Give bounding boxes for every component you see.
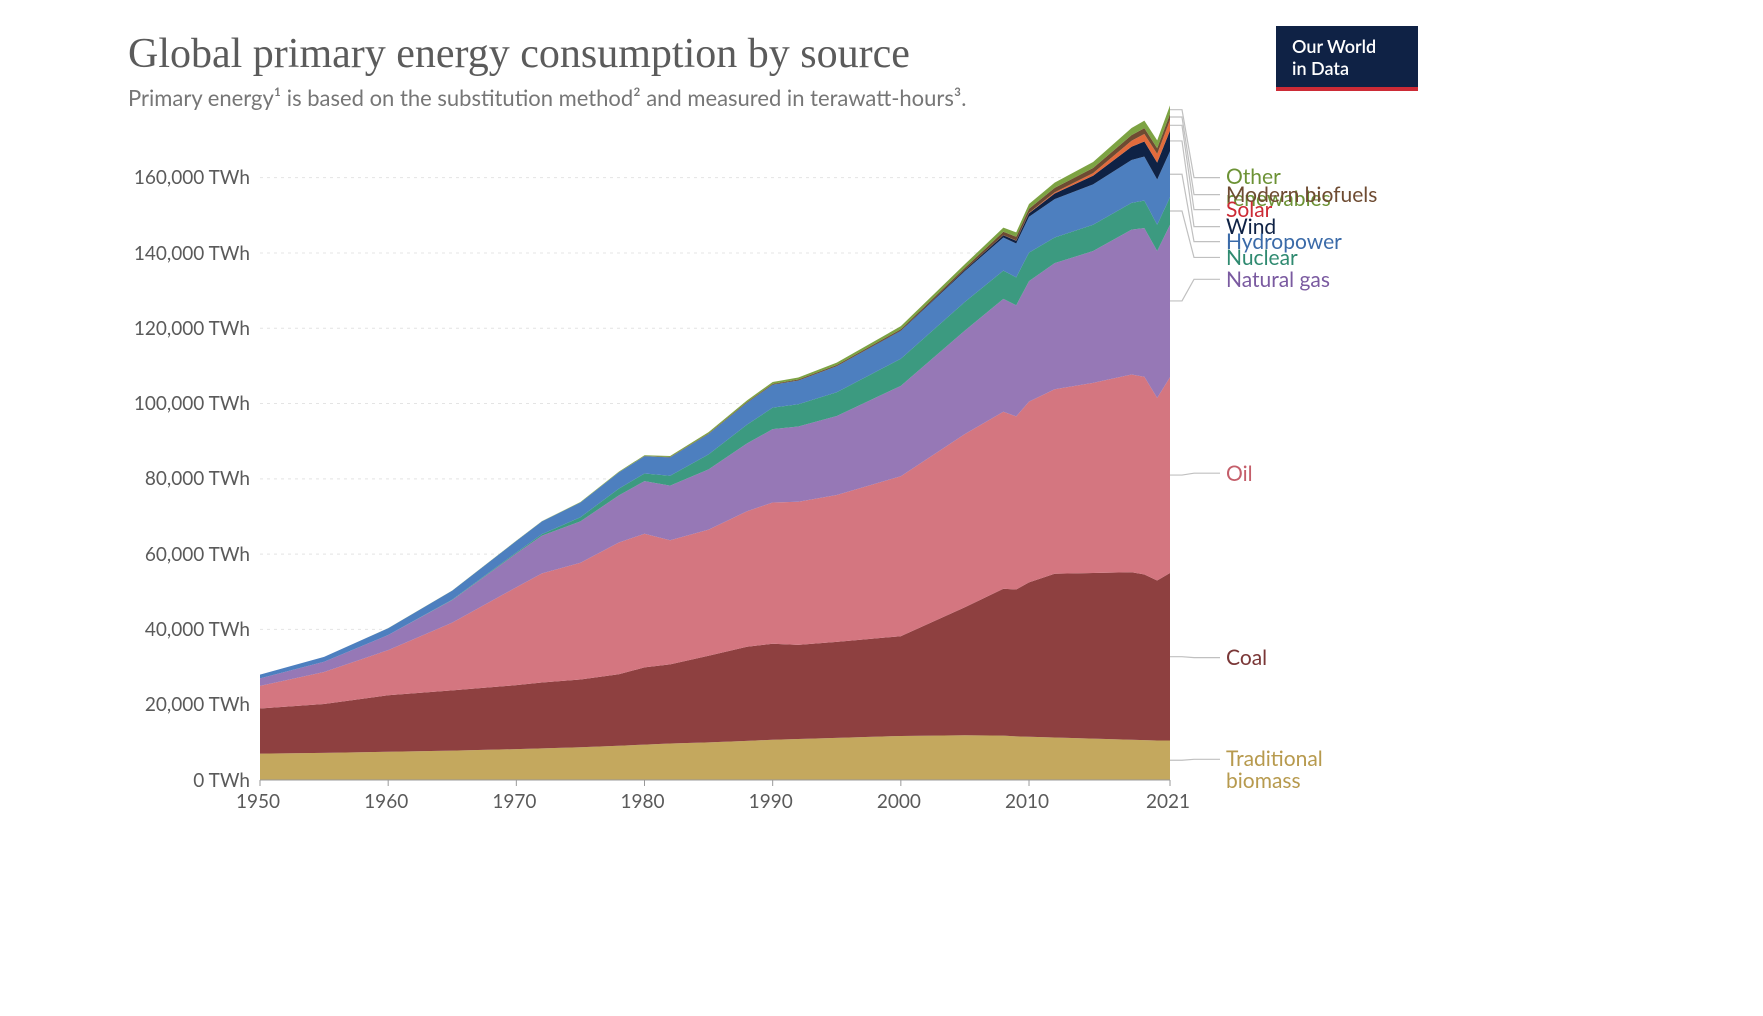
y-tick-label: 20,000 TWh xyxy=(145,693,250,716)
y-tick-label: 40,000 TWh xyxy=(145,618,250,641)
series-label-traditional_biomass: Traditionalbiomass xyxy=(1226,748,1323,792)
x-tick-label: 1990 xyxy=(749,790,793,813)
x-tick-label: 1970 xyxy=(492,790,536,813)
y-tick-label: 100,000 TWh xyxy=(134,392,250,415)
x-tick-label: 1950 xyxy=(236,790,280,813)
x-tick-label: 2021 xyxy=(1146,790,1190,813)
y-tick-label: 60,000 TWh xyxy=(145,543,250,566)
page-root: Global primary energy consumption by sou… xyxy=(0,0,1763,1016)
y-tick-label: 120,000 TWh xyxy=(134,317,250,340)
y-tick-label: 160,000 TWh xyxy=(134,166,250,189)
x-tick-label: 1980 xyxy=(621,790,665,813)
y-tick-label: 80,000 TWh xyxy=(145,467,250,490)
y-tick-label: 0 TWh xyxy=(193,769,250,792)
x-tick-label: 2010 xyxy=(1005,790,1049,813)
series-label-coal: Coal xyxy=(1226,645,1267,670)
chart-area: 0 TWh 20,000 TWh 40,000 TWh 60,000 TWh 80,00… xyxy=(0,0,1410,840)
x-tick-label: 2000 xyxy=(877,790,921,813)
series-label-oil: Oil xyxy=(1226,461,1253,486)
series-label-natural_gas: Natural gas xyxy=(1226,267,1330,292)
x-tick-label: 1960 xyxy=(364,790,408,813)
y-tick-label: 140,000 TWh xyxy=(134,242,250,265)
